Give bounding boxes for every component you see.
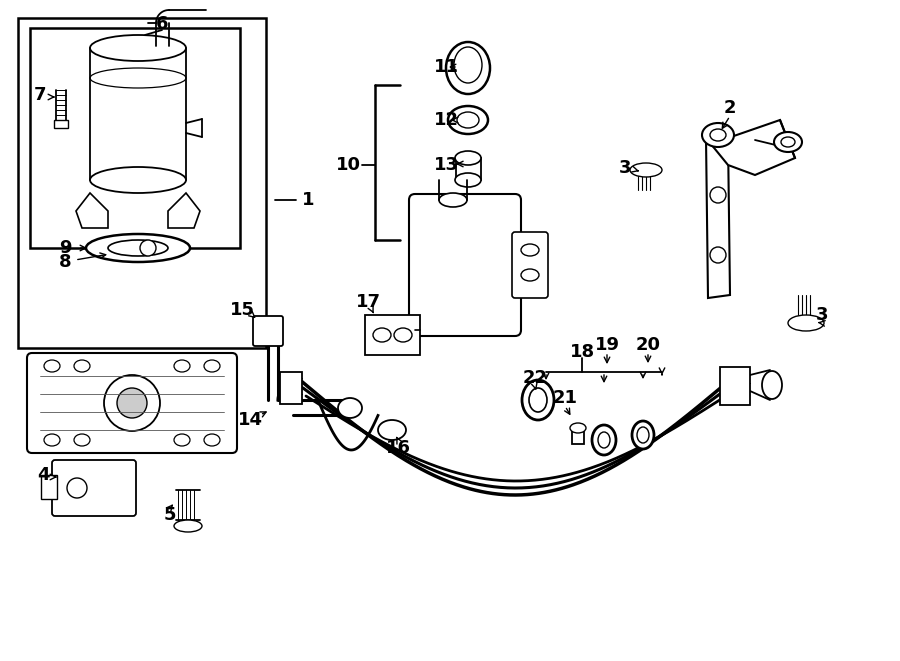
Ellipse shape bbox=[446, 42, 490, 94]
Ellipse shape bbox=[788, 315, 824, 331]
FancyBboxPatch shape bbox=[52, 460, 136, 516]
FancyBboxPatch shape bbox=[409, 194, 521, 336]
Ellipse shape bbox=[762, 371, 782, 399]
Ellipse shape bbox=[378, 420, 406, 440]
Ellipse shape bbox=[455, 151, 481, 165]
Ellipse shape bbox=[781, 137, 795, 147]
Circle shape bbox=[117, 388, 147, 418]
Ellipse shape bbox=[74, 434, 90, 446]
FancyBboxPatch shape bbox=[253, 316, 283, 346]
Circle shape bbox=[140, 240, 156, 256]
Polygon shape bbox=[706, 120, 795, 175]
Ellipse shape bbox=[521, 244, 539, 256]
Text: 5: 5 bbox=[164, 506, 176, 524]
Ellipse shape bbox=[108, 240, 168, 256]
Bar bbox=[41, 475, 57, 499]
Ellipse shape bbox=[448, 106, 488, 134]
Text: 16: 16 bbox=[385, 439, 410, 457]
Ellipse shape bbox=[74, 360, 90, 372]
Text: 1: 1 bbox=[302, 191, 314, 209]
Ellipse shape bbox=[598, 432, 610, 448]
Text: 9: 9 bbox=[58, 239, 71, 257]
Ellipse shape bbox=[204, 360, 220, 372]
Ellipse shape bbox=[439, 193, 467, 207]
Ellipse shape bbox=[44, 434, 60, 446]
FancyBboxPatch shape bbox=[512, 232, 548, 298]
Text: 22: 22 bbox=[523, 369, 547, 387]
Circle shape bbox=[67, 478, 87, 498]
Text: 18: 18 bbox=[570, 343, 595, 361]
Text: 10: 10 bbox=[336, 156, 361, 174]
Text: 2: 2 bbox=[724, 99, 736, 117]
Ellipse shape bbox=[774, 132, 802, 152]
Ellipse shape bbox=[44, 360, 60, 372]
Ellipse shape bbox=[521, 269, 539, 281]
Ellipse shape bbox=[710, 129, 726, 141]
Bar bbox=[365, 315, 420, 355]
Ellipse shape bbox=[632, 421, 654, 449]
Ellipse shape bbox=[630, 163, 662, 177]
Text: 13: 13 bbox=[434, 156, 458, 174]
Ellipse shape bbox=[529, 388, 547, 412]
Ellipse shape bbox=[174, 360, 190, 372]
Ellipse shape bbox=[90, 35, 186, 61]
Ellipse shape bbox=[455, 173, 481, 187]
Ellipse shape bbox=[338, 398, 362, 418]
Text: 20: 20 bbox=[635, 336, 661, 354]
Bar bbox=[54, 120, 68, 128]
Polygon shape bbox=[706, 138, 730, 298]
Text: 14: 14 bbox=[238, 411, 263, 429]
Ellipse shape bbox=[373, 328, 391, 342]
Bar bbox=[720, 367, 750, 405]
Text: 19: 19 bbox=[595, 336, 619, 354]
Bar bbox=[280, 372, 302, 404]
Ellipse shape bbox=[457, 112, 479, 128]
Ellipse shape bbox=[174, 520, 202, 532]
Circle shape bbox=[104, 375, 160, 431]
Bar bbox=[30, 28, 240, 248]
Text: 11: 11 bbox=[434, 58, 458, 76]
Text: 12: 12 bbox=[434, 111, 458, 129]
Polygon shape bbox=[76, 193, 108, 228]
Ellipse shape bbox=[90, 167, 186, 193]
Text: 7: 7 bbox=[34, 86, 46, 104]
Bar bbox=[18, 18, 266, 348]
Ellipse shape bbox=[174, 434, 190, 446]
Text: 3: 3 bbox=[815, 306, 828, 324]
Ellipse shape bbox=[522, 380, 554, 420]
Circle shape bbox=[710, 187, 726, 203]
Ellipse shape bbox=[204, 434, 220, 446]
Ellipse shape bbox=[394, 328, 412, 342]
Polygon shape bbox=[168, 193, 200, 228]
Circle shape bbox=[710, 247, 726, 263]
Text: 17: 17 bbox=[356, 293, 381, 311]
Ellipse shape bbox=[454, 47, 482, 83]
Bar bbox=[572, 428, 584, 444]
Ellipse shape bbox=[702, 123, 734, 147]
Text: 3: 3 bbox=[619, 159, 631, 177]
Text: 4: 4 bbox=[37, 466, 50, 484]
Text: 21: 21 bbox=[553, 389, 578, 407]
Ellipse shape bbox=[637, 427, 649, 443]
Text: 8: 8 bbox=[58, 253, 71, 271]
Bar bbox=[456, 158, 481, 180]
Text: 6: 6 bbox=[156, 15, 168, 33]
Text: 15: 15 bbox=[230, 301, 255, 319]
Ellipse shape bbox=[570, 423, 586, 433]
Ellipse shape bbox=[592, 425, 616, 455]
Ellipse shape bbox=[86, 234, 190, 262]
FancyBboxPatch shape bbox=[27, 353, 237, 453]
